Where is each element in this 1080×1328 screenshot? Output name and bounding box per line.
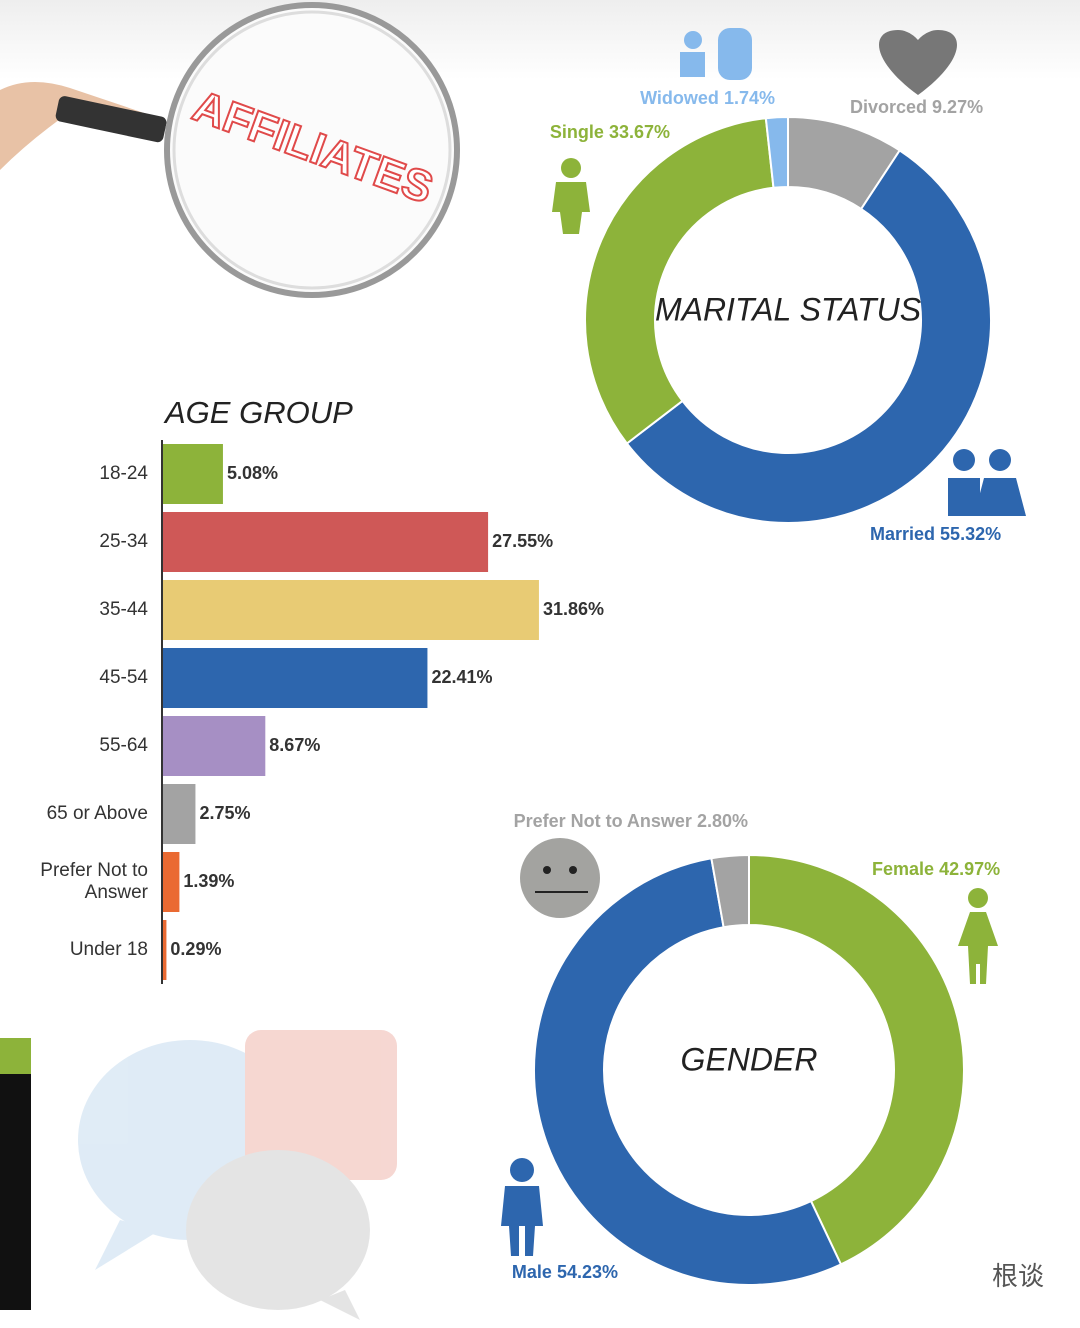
slice-category: Married bbox=[870, 524, 935, 544]
bar bbox=[163, 716, 266, 776]
category-label: 18-24 bbox=[99, 463, 148, 484]
bar-value-label: 31.86% bbox=[543, 599, 604, 619]
bar bbox=[163, 920, 167, 980]
slice-label: Female 42.97% bbox=[872, 859, 1000, 879]
speech-bubbles bbox=[78, 1030, 397, 1320]
category-label: 45-54 bbox=[99, 667, 148, 688]
category-label: 65 or Above bbox=[46, 803, 148, 824]
bar-value-label: 0.29% bbox=[170, 939, 221, 959]
slice-value: 54.23% bbox=[557, 1262, 618, 1282]
slice-value: 2.80% bbox=[697, 811, 748, 831]
bar bbox=[163, 580, 539, 640]
slice-value: 1.74% bbox=[724, 88, 775, 108]
slice-value: 33.67% bbox=[609, 122, 670, 142]
slice-category: Single bbox=[550, 122, 604, 142]
slice-value: 42.97% bbox=[939, 859, 1000, 879]
donut-slice bbox=[764, 115, 789, 189]
donut-slice bbox=[710, 853, 750, 929]
slice-value: 9.27% bbox=[932, 97, 983, 117]
slice-label: Divorced 9.27% bbox=[850, 97, 983, 117]
bar-value-label: 27.55% bbox=[492, 531, 553, 551]
slice-category: Divorced bbox=[850, 97, 927, 117]
side-strip-accent bbox=[0, 1038, 31, 1074]
donut-slice bbox=[584, 117, 775, 445]
bar bbox=[163, 648, 428, 708]
bar bbox=[163, 512, 489, 572]
bar-value-label: 2.75% bbox=[199, 803, 250, 823]
category-label: Prefer Not to Answer bbox=[40, 860, 148, 903]
magnifier-icon bbox=[0, 2, 460, 298]
bar bbox=[163, 852, 180, 912]
slice-category: Prefer Not to Answer bbox=[514, 811, 692, 831]
slice-label: Married 55.32% bbox=[870, 524, 1001, 544]
bar bbox=[163, 784, 196, 844]
chart-title: GENDER bbox=[681, 1041, 818, 1077]
donut-slice bbox=[748, 853, 965, 1266]
bar-value-label: 1.39% bbox=[183, 871, 234, 891]
slice-value: 55.32% bbox=[940, 524, 1001, 544]
slice-label: Widowed 1.74% bbox=[640, 88, 775, 108]
watermark: 根谈 bbox=[992, 1261, 1044, 1291]
category-label: 35-44 bbox=[99, 599, 148, 620]
slice-category: Widowed bbox=[640, 88, 719, 108]
chart-title: MARITAL STATUS bbox=[655, 291, 921, 327]
side-strip bbox=[0, 1038, 31, 1310]
category-label: 55-64 bbox=[99, 735, 148, 756]
slice-label: Single 33.67% bbox=[550, 122, 670, 142]
bar-value-label: 5.08% bbox=[227, 463, 278, 483]
bar bbox=[163, 444, 223, 504]
slice-label: Prefer Not to Answer 2.80% bbox=[514, 811, 748, 831]
slice-category: Male bbox=[512, 1262, 552, 1282]
category-label: 25-34 bbox=[99, 531, 148, 552]
donut-slice bbox=[533, 857, 843, 1286]
slice-category: Female bbox=[872, 859, 934, 879]
bar-value-label: 22.41% bbox=[431, 667, 492, 687]
donut-slice bbox=[625, 149, 992, 524]
bar-value-label: 8.67% bbox=[269, 735, 320, 755]
chart-title: AGE GROUP bbox=[163, 395, 353, 430]
person-icons bbox=[501, 28, 1026, 1256]
category-label: Under 18 bbox=[69, 939, 148, 960]
slice-label: Male 54.23% bbox=[512, 1262, 618, 1282]
